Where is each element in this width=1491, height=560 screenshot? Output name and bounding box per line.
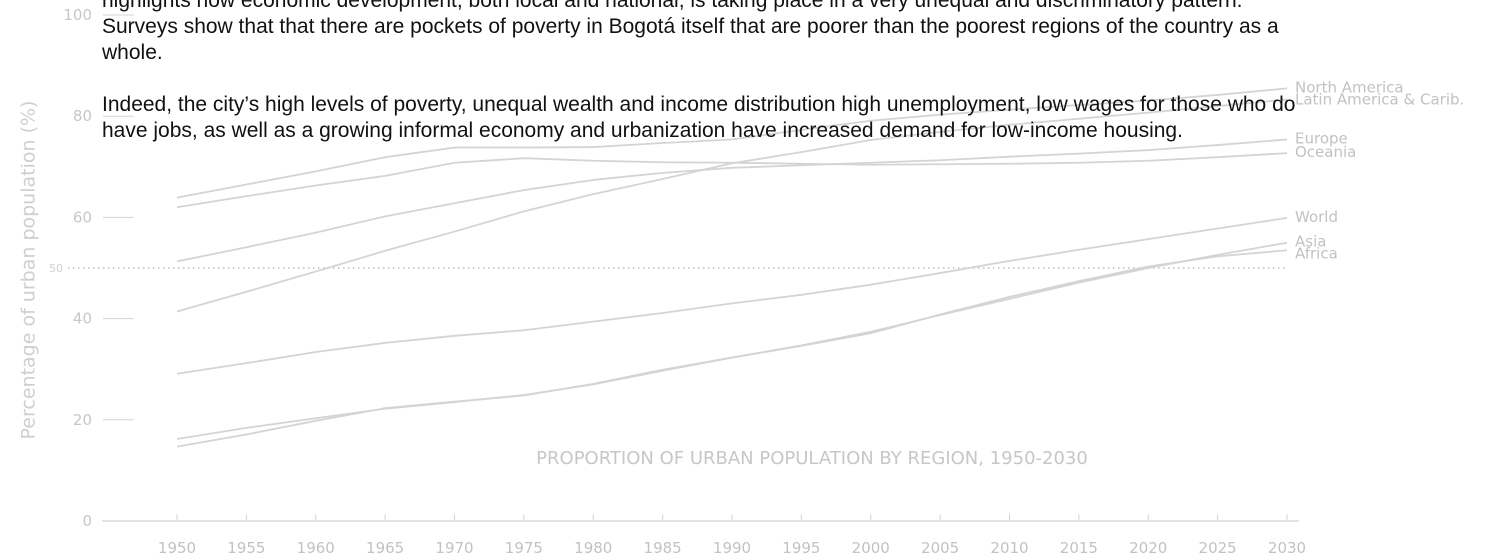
article-paragraph-2: Indeed, the city’s high levels of povert… [102, 93, 1296, 142]
series-label-world: World [1295, 208, 1338, 226]
y-tick-label: 0 [82, 512, 92, 530]
x-tick-label: 2005 [921, 539, 959, 557]
series-line-north-america [176, 87, 1288, 199]
x-tick-label: 2015 [1060, 539, 1098, 557]
x-tick-label: 1985 [644, 539, 682, 557]
x-tick-label: 1990 [713, 539, 751, 557]
y-tick-label: 40 [73, 310, 92, 328]
series-line-europe [176, 138, 1288, 263]
article-paragraph-1: highlights how economic development, bot… [102, 0, 1279, 64]
x-tick-label: 1970 [435, 539, 473, 557]
series-label-africa: Africa [1295, 245, 1338, 263]
y-tick-label: 100 [63, 6, 92, 24]
x-tick-label: 1955 [227, 539, 265, 557]
y-tick-label: 50 [49, 262, 63, 275]
series-line-world [176, 217, 1288, 375]
y-tick-label: 20 [73, 411, 92, 429]
series-label-oceania: Oceania [1295, 143, 1356, 161]
series-label-asia: Asia [1295, 233, 1326, 251]
x-tick-label: 2010 [990, 539, 1028, 557]
x-tick-label: 1995 [782, 539, 820, 557]
x-tick-label: 2000 [852, 539, 890, 557]
x-tick-label: 2025 [1199, 539, 1237, 557]
y-tick-label: 80 [73, 107, 92, 125]
series-label-europe: Europe [1295, 129, 1348, 147]
series-label-north-america: North America [1295, 78, 1404, 96]
series-label-latin-america-carib: Latin America & Carib. [1295, 90, 1464, 108]
y-axis-label-wrapper: Percentage of urban population (%) [8, 60, 48, 480]
x-tick-label: 1980 [574, 539, 612, 557]
x-tick-label: 1975 [505, 539, 543, 557]
x-tick-label: 1965 [366, 539, 404, 557]
x-tick-label: 2030 [1268, 539, 1306, 557]
chart-title: PROPORTION OF URBAN POPULATION BY REGION… [536, 448, 1088, 469]
article-text: highlights how economic development, bot… [102, 0, 1317, 170]
y-tick-label: 60 [73, 208, 92, 226]
x-tick-label: 1950 [158, 539, 196, 557]
y-axis-label: Percentage of urban population (%) [17, 100, 40, 440]
x-tick-label: 2020 [1129, 539, 1167, 557]
x-tick-label: 1960 [297, 539, 335, 557]
series-line-africa [176, 249, 1288, 448]
series-line-oceania [176, 152, 1288, 209]
